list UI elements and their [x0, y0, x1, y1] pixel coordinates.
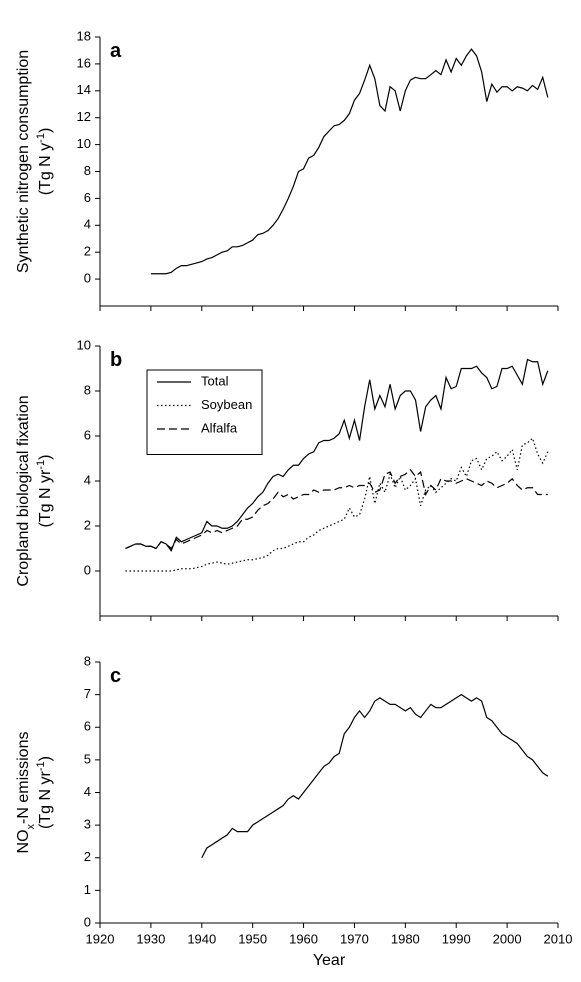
- y-tick-label: 18: [77, 28, 91, 43]
- x-tick-label: 1930: [136, 931, 165, 946]
- data-line: [125, 358, 549, 552]
- y-axis-label-part: (Tg N y: [37, 143, 54, 195]
- y-axis-label-part: ): [37, 756, 54, 761]
- legend-label: Alfalfa: [201, 420, 238, 435]
- y-axis-label-part: Synthetic nitrogen consumption: [15, 50, 32, 273]
- y-axis-label: (Tg N y-1): [35, 128, 54, 196]
- y-tick-label: 2: [84, 517, 91, 532]
- y-tick-label: 6: [84, 719, 91, 734]
- data-line: [150, 48, 549, 275]
- y-tick-label: 12: [77, 109, 91, 124]
- y-tick-label: 4: [84, 217, 91, 232]
- panel-letter: b: [110, 349, 122, 371]
- y-tick-label: 0: [84, 271, 91, 286]
- y-tick-label: 3: [84, 817, 91, 832]
- y-axis-label-part: ): [37, 455, 54, 460]
- y-tick-label: 6: [84, 190, 91, 205]
- y-tick-label: 0: [84, 562, 91, 577]
- y-axis-label-part: x: [25, 823, 37, 829]
- y-axis-label-part: (Tg N yr: [37, 469, 54, 527]
- x-axis-label: Year: [313, 952, 346, 969]
- y-tick-label: 8: [84, 163, 91, 178]
- y-tick-label: 1: [84, 882, 91, 897]
- y-tick-label: 10: [77, 136, 91, 151]
- legend-label: Total: [201, 373, 229, 388]
- y-tick-label: 4: [84, 472, 91, 487]
- x-tick-label: 2000: [493, 931, 522, 946]
- y-tick-label: 14: [77, 82, 91, 97]
- y-axis-label: NOx-N emissions: [15, 732, 37, 854]
- data-line: [201, 693, 549, 859]
- x-tick-label: 2010: [544, 931, 573, 946]
- y-axis-label: Synthetic nitrogen consumption: [15, 50, 32, 273]
- y-axis-label-part: NO: [15, 829, 32, 853]
- x-tick-label: 1960: [289, 931, 318, 946]
- y-tick-label: 5: [84, 751, 91, 766]
- x-tick-label: 1950: [238, 931, 267, 946]
- y-tick-label: 2: [84, 244, 91, 259]
- x-tick-label: 1920: [86, 931, 115, 946]
- y-axis-label: (Tg N yr-1): [35, 455, 54, 528]
- data-line: [125, 468, 548, 550]
- y-axis-label-part: Cropland biological fixation: [15, 395, 32, 586]
- y-tick-label: 2: [84, 849, 91, 864]
- y-tick-label: 0: [84, 914, 91, 929]
- y-axis-label-part: -N emissions: [15, 732, 32, 824]
- y-axis-label: (Tg N yr-1): [35, 756, 54, 829]
- legend-box: [146, 369, 263, 455]
- y-axis-label-part: (Tg N yr: [37, 771, 54, 829]
- y-tick-label: 16: [77, 55, 91, 70]
- panel-letter: a: [110, 40, 122, 62]
- x-tick-label: 1990: [442, 931, 471, 946]
- y-tick-label: 4: [84, 784, 91, 799]
- y-axis-label-part: -1: [35, 761, 47, 771]
- x-tick-label: 1940: [187, 931, 216, 946]
- legend-label: Soybean: [201, 397, 252, 412]
- panel-letter: c: [110, 665, 121, 687]
- y-tick-label: 10: [77, 337, 91, 352]
- y-axis-label: Cropland biological fixation: [15, 395, 32, 586]
- x-tick-label: 1970: [340, 931, 369, 946]
- x-tick-label: 1980: [391, 931, 420, 946]
- y-axis-label-part: -1: [35, 460, 47, 470]
- y-tick-label: 7: [84, 686, 91, 701]
- y-tick-label: 8: [84, 382, 91, 397]
- y-tick-label: 8: [84, 653, 91, 668]
- y-axis-label-part: ): [37, 128, 54, 133]
- data-line: [125, 437, 549, 572]
- y-axis-label-part: -1: [35, 133, 47, 143]
- y-tick-label: 6: [84, 427, 91, 442]
